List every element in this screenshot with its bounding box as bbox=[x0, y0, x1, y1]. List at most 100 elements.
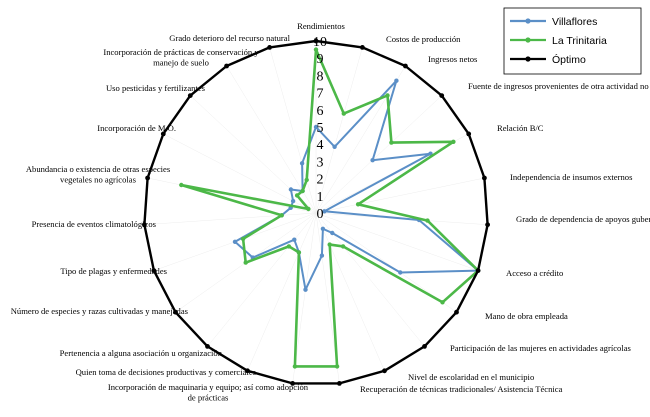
legend-label: La Trinitaria bbox=[552, 35, 607, 47]
series-point-2 bbox=[296, 250, 302, 255]
series-point-3 bbox=[173, 309, 178, 315]
axis-label: Nivel de escolaridad en el municipio bbox=[408, 372, 534, 382]
legend-marker bbox=[525, 18, 531, 24]
grid-spoke bbox=[315, 212, 425, 347]
series-line-1 bbox=[234, 79, 480, 291]
series-point-2 bbox=[306, 206, 311, 212]
axis-label: Incorporación de M.O. bbox=[97, 123, 176, 133]
series-point-3 bbox=[151, 268, 157, 273]
grid-spoke bbox=[315, 47, 363, 214]
series-point-3 bbox=[382, 368, 387, 374]
series-point-2 bbox=[300, 188, 305, 194]
series-point-3 bbox=[439, 93, 445, 98]
series-point-1 bbox=[299, 161, 305, 166]
axis-label: Incorporación de maquinaria y equipo; as… bbox=[108, 382, 309, 403]
series-point-1 bbox=[288, 187, 294, 192]
radial-tick-labels: 0 1 2 3 4 5 6 7 8 9 10 bbox=[313, 35, 327, 222]
radial-tick-label: 7 bbox=[317, 87, 324, 102]
axis-label: Abundancia o existencia de otras especie… bbox=[26, 164, 171, 185]
axis-label: Independencia de insumos externos bbox=[510, 172, 633, 182]
radial-tick-label: 4 bbox=[317, 138, 324, 153]
radial-tick-label: 2 bbox=[317, 173, 324, 188]
series-point-1 bbox=[394, 78, 399, 83]
series-point-3 bbox=[475, 268, 481, 273]
grid-spoke bbox=[226, 65, 317, 214]
radial-tick-label: 1 bbox=[317, 190, 324, 205]
series-point-2 bbox=[340, 244, 346, 249]
axis-label: Presencia de eventos climatológicos bbox=[32, 219, 157, 229]
series-point-2 bbox=[243, 260, 248, 265]
series-point-2 bbox=[385, 93, 390, 98]
series-point-2 bbox=[355, 202, 361, 207]
series-point-3 bbox=[337, 381, 342, 386]
series-point-2 bbox=[279, 213, 284, 218]
legend: Villaflores La Trinitaria Óptimo bbox=[503, 7, 642, 75]
axis-label: Relación B/C bbox=[497, 123, 544, 133]
series-point-3 bbox=[187, 93, 193, 98]
axis-label: Acceso a crédito bbox=[506, 268, 563, 278]
series-point-3 bbox=[160, 131, 166, 137]
grid-spoke bbox=[315, 212, 479, 271]
legend-label: Villaflores bbox=[552, 16, 597, 28]
axis-label: Número de especies y razas cultivadas y … bbox=[11, 306, 189, 316]
series-point-2 bbox=[179, 182, 184, 188]
series-point-3 bbox=[360, 45, 365, 50]
series-line-3 bbox=[143, 39, 489, 385]
axis-label: Grado de dependencia de apoyos gubername… bbox=[516, 214, 650, 224]
radial-tick-label: 6 bbox=[317, 104, 324, 119]
series-point-3 bbox=[245, 368, 250, 374]
series-point-2 bbox=[451, 139, 456, 144]
series-point-2 bbox=[240, 236, 246, 242]
series-point-1 bbox=[319, 253, 325, 258]
axis-category-labels: Rendimientos Costos de producción Ingresos… bbox=[11, 21, 650, 403]
series-point-1 bbox=[290, 198, 296, 204]
radial-tick-label: 9 bbox=[317, 52, 324, 67]
grid-spoke bbox=[315, 95, 442, 214]
series-point-1 bbox=[313, 124, 319, 130]
series-point-3 bbox=[466, 131, 472, 137]
radar-series bbox=[142, 38, 490, 386]
series-point-2 bbox=[292, 364, 298, 369]
series-point-2 bbox=[313, 47, 319, 52]
series-point-2 bbox=[286, 244, 292, 249]
grid-spoke bbox=[207, 212, 317, 347]
series-point-1 bbox=[332, 144, 337, 149]
axis-label: Rendimientos bbox=[297, 21, 345, 31]
series-point-1 bbox=[292, 237, 297, 242]
axis-label: Recuperación de técnicas tradicionales/ … bbox=[360, 384, 563, 394]
series-point-2 bbox=[440, 300, 445, 305]
series-point-1 bbox=[303, 287, 308, 292]
series-point-2 bbox=[304, 177, 309, 183]
axis-label: Grado deterioro del recurso natural bbox=[169, 33, 290, 43]
axis-label: Quien toma de decisiones productivas y c… bbox=[76, 367, 257, 377]
legend-label: Óptimo bbox=[552, 53, 586, 66]
axis-label: Incorporación de prácticas de conservaci… bbox=[103, 47, 259, 68]
axis-label: Pertenencia a alguna asociación u organi… bbox=[60, 348, 223, 358]
series-line-2 bbox=[180, 48, 480, 368]
series-point-1 bbox=[398, 270, 403, 275]
grid-spoke bbox=[315, 177, 485, 214]
axis-label: Fuente de ingresos provenientes de otra … bbox=[468, 81, 650, 91]
series-point-3 bbox=[485, 222, 490, 228]
axis-label: Tipo de plagas y enfermedades bbox=[60, 266, 167, 276]
series-point-1 bbox=[370, 158, 375, 163]
series-point-3 bbox=[313, 38, 319, 44]
legend-marker bbox=[525, 37, 531, 43]
axis-label: Participación de las mujeres en activida… bbox=[450, 343, 632, 353]
radial-tick-label: 10 bbox=[313, 35, 327, 50]
series-point-3 bbox=[454, 309, 459, 315]
grid-spoke bbox=[269, 47, 317, 214]
series-point-3 bbox=[482, 175, 487, 181]
grid-spoke bbox=[315, 65, 406, 214]
series-point-3 bbox=[290, 381, 295, 386]
axis-label: Costos de producción bbox=[386, 34, 461, 44]
radar-grid bbox=[144, 41, 488, 384]
series-point-3 bbox=[145, 175, 151, 181]
grid-spoke bbox=[190, 95, 317, 214]
series-point-2 bbox=[425, 218, 430, 223]
axis-label: Ingresos netos bbox=[428, 54, 478, 64]
series-point-3 bbox=[422, 344, 427, 349]
grid-spoke bbox=[247, 212, 317, 371]
series-point-2 bbox=[327, 242, 332, 247]
